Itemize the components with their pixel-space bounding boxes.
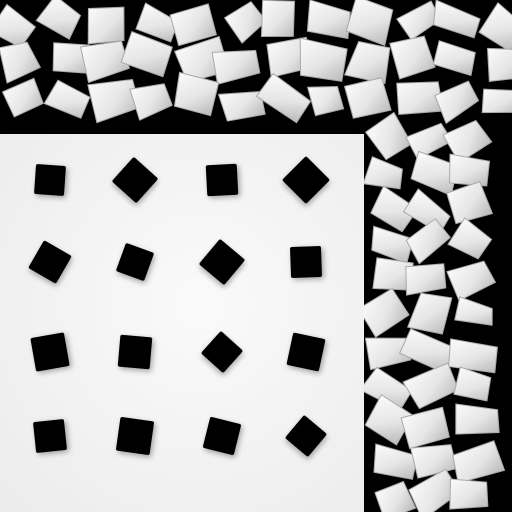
chip (299, 37, 348, 82)
chip (449, 478, 489, 510)
chip (1, 77, 44, 118)
chip (43, 79, 91, 119)
chip (35, 0, 82, 40)
chip (453, 366, 492, 402)
chip (454, 296, 493, 326)
chip (260, 0, 296, 37)
chip (447, 217, 493, 260)
grid-square (199, 239, 245, 285)
chip (345, 0, 394, 47)
chip (374, 480, 417, 512)
grid-square (116, 417, 154, 455)
chip (400, 406, 450, 450)
grid-square (205, 163, 239, 197)
chip (442, 119, 493, 164)
chip (0, 41, 42, 84)
grid-square (117, 334, 153, 370)
grid-square (203, 417, 241, 455)
chip (79, 40, 131, 84)
chip (135, 2, 179, 43)
chip (217, 90, 266, 122)
grid-square (112, 157, 158, 203)
chip (432, 40, 476, 77)
grid-square (282, 156, 330, 204)
chip (370, 185, 419, 233)
chip (373, 443, 419, 480)
grid-square (290, 246, 322, 278)
grid-square (33, 419, 67, 453)
grid-square (28, 240, 72, 284)
chip (432, 0, 481, 39)
chip (434, 80, 480, 125)
chip (357, 287, 410, 338)
chip (173, 71, 220, 117)
chip (362, 156, 403, 190)
chip (481, 88, 512, 114)
chip (306, 85, 345, 117)
square-grid (28, 156, 330, 457)
chip (120, 30, 173, 78)
grid-square (30, 332, 70, 372)
chip (449, 153, 491, 187)
chip (389, 35, 436, 80)
chip (255, 72, 312, 124)
chip (486, 47, 512, 82)
chip (405, 218, 451, 265)
chip (446, 260, 497, 302)
grid-square (201, 331, 243, 373)
chip (129, 83, 173, 121)
grid-square (116, 243, 154, 281)
chip (455, 403, 500, 435)
chip (343, 40, 391, 85)
chip (169, 3, 217, 47)
chip (452, 440, 506, 484)
chip (306, 0, 351, 40)
chip (87, 6, 125, 45)
chip (447, 338, 498, 374)
chip (406, 292, 453, 335)
chip (211, 49, 261, 85)
chip (364, 337, 412, 371)
chip (446, 181, 494, 225)
chip (405, 263, 447, 296)
grid-square (34, 164, 66, 196)
chip (343, 77, 392, 119)
grid-square (285, 415, 327, 457)
chip (364, 394, 414, 446)
grid-square (286, 332, 326, 372)
